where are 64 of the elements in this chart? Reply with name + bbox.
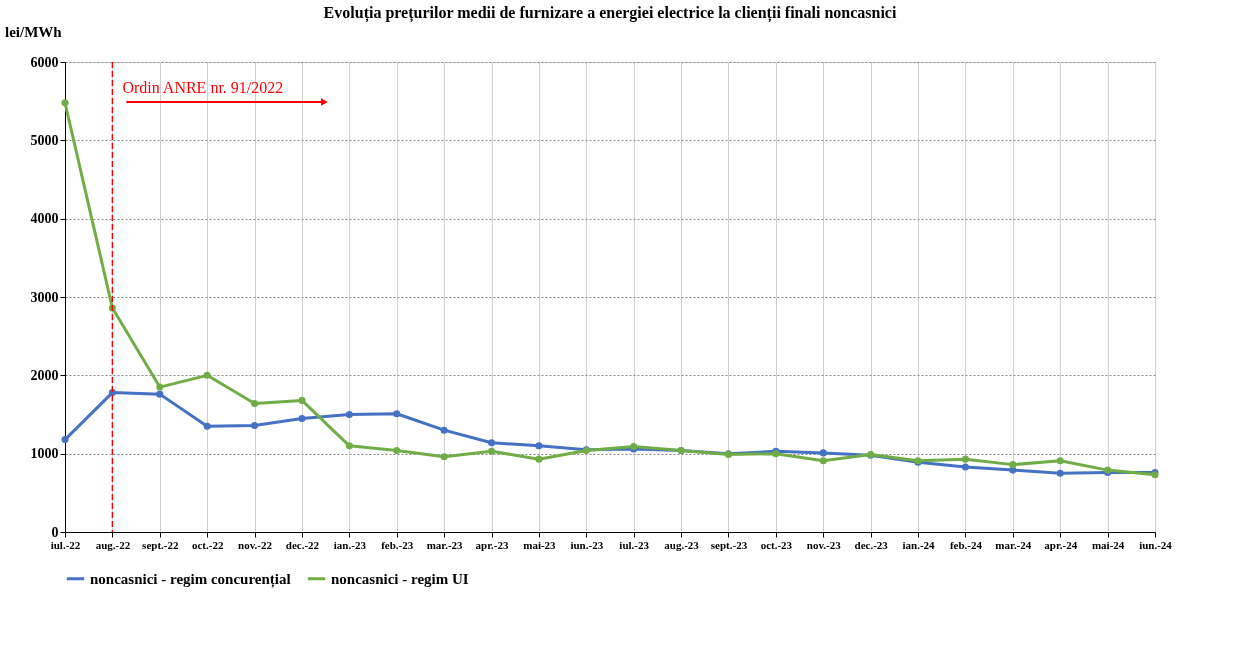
- point: [203, 371, 211, 379]
- legend-label: noncasnici - regim UI: [331, 570, 469, 587]
- point: [298, 396, 306, 404]
- x-tick-label: nov.-22: [238, 538, 273, 551]
- point: [61, 436, 69, 444]
- x-tick-label: iun.-24: [1139, 538, 1173, 551]
- point: [819, 449, 827, 457]
- y-axis-title: lei/MWh: [5, 24, 63, 40]
- point: [1009, 461, 1017, 469]
- point: [345, 410, 353, 419]
- x-tick-label: aug.-23: [664, 538, 700, 551]
- y-tick-label: 4000: [30, 211, 59, 227]
- x-tick-label: ian.-23: [333, 538, 367, 551]
- ref-line-label: Ordin ANRE nr. 91/2022: [122, 79, 284, 96]
- x-tick-label: dec.-23: [854, 538, 889, 551]
- point: [251, 421, 259, 429]
- point: [393, 410, 401, 418]
- y-tick-label: 0: [51, 524, 59, 540]
- point: [819, 457, 827, 465]
- x-tick-label: mai-24: [1091, 538, 1125, 551]
- point: [156, 383, 164, 391]
- point: [440, 453, 448, 461]
- point: [535, 455, 543, 463]
- point: [535, 442, 543, 450]
- y-tick-label: 3000: [30, 289, 59, 305]
- x-tick-label: apr.-24: [1044, 538, 1078, 551]
- point: [961, 455, 969, 463]
- point: [1056, 469, 1064, 477]
- x-tick-label: iul.-23: [619, 538, 650, 551]
- point: [487, 447, 496, 455]
- point: [203, 422, 211, 430]
- x-tick-label: apr.-23: [475, 538, 509, 551]
- point: [393, 447, 401, 455]
- x-tick-label: oct.-23: [760, 538, 793, 551]
- x-tick-label: iul.-22: [50, 538, 81, 551]
- x-tick-label: sept.-23: [710, 538, 748, 551]
- x-tick-label: iun.-23: [570, 538, 604, 551]
- x-tick-label: mar.-23: [426, 538, 464, 551]
- x-tick-label: oct.-22: [191, 538, 224, 551]
- point: [440, 426, 448, 434]
- point: [961, 463, 969, 471]
- point: [298, 414, 306, 422]
- point: [487, 439, 496, 447]
- x-tick-label: mai-23: [523, 538, 557, 551]
- point: [345, 442, 353, 450]
- x-tick-label: feb.-23: [381, 538, 414, 551]
- point: [108, 389, 116, 397]
- point: [1056, 457, 1064, 465]
- x-tick-label: feb.-24: [949, 538, 983, 551]
- y-tick-label: 1000: [30, 446, 59, 462]
- x-tick-label: nov.-23: [806, 538, 842, 551]
- chart-title: Evoluția prețurilor medii de furnizare a energiei electrice la clienții finali noncasnici: [323, 4, 897, 23]
- y-tick-label: 6000: [30, 54, 59, 70]
- x-tick-label: ian.-24: [902, 538, 936, 551]
- point: [156, 390, 164, 398]
- x-tick-label: dec.-22: [285, 538, 320, 551]
- x-tick-label: sept.-22: [142, 538, 179, 551]
- y-tick-label: 5000: [30, 132, 59, 148]
- legend-label: noncasnici - regim concurențial: [90, 570, 291, 588]
- point: [251, 400, 259, 408]
- y-tick-label: 2000: [30, 367, 59, 383]
- x-tick-label: aug.-22: [95, 538, 131, 551]
- x-tick-label: mar.-24: [995, 538, 1032, 551]
- point: [61, 99, 69, 107]
